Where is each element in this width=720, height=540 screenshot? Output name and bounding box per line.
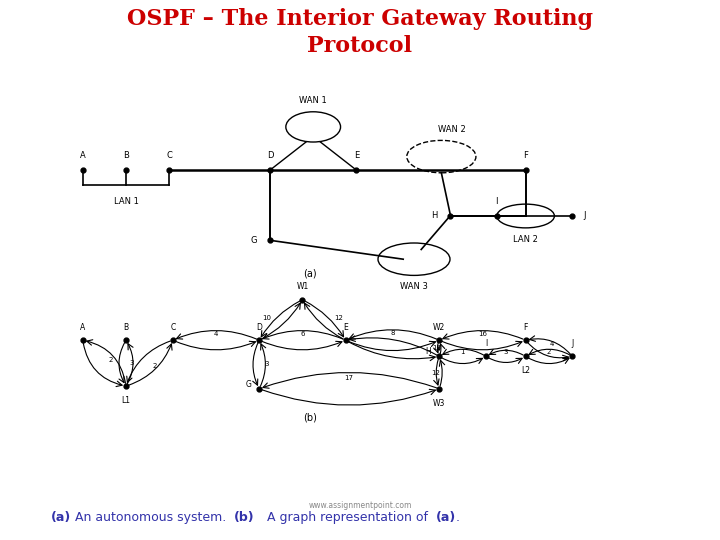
Text: (a): (a)	[436, 511, 456, 524]
Text: An autonomous system.: An autonomous system.	[71, 511, 234, 524]
Text: OSPF – The Interior Gateway Routing: OSPF – The Interior Gateway Routing	[127, 8, 593, 30]
Text: L2: L2	[521, 366, 530, 375]
Text: J: J	[571, 339, 574, 348]
Text: W2: W2	[433, 322, 446, 332]
Text: 3: 3	[503, 349, 508, 355]
Text: G: G	[251, 236, 257, 245]
Text: G: G	[246, 380, 251, 389]
Text: 1: 1	[460, 349, 465, 355]
Text: 4: 4	[214, 331, 218, 337]
Text: F: F	[523, 151, 528, 160]
Text: 8: 8	[390, 330, 395, 336]
Text: J: J	[583, 212, 585, 220]
Text: 6: 6	[300, 331, 305, 337]
Text: LAN 1: LAN 1	[114, 197, 138, 206]
Text: 3: 3	[130, 360, 134, 366]
Text: 17: 17	[345, 375, 354, 381]
Text: A: A	[80, 322, 86, 332]
Text: H: H	[426, 347, 431, 356]
Text: L1: L1	[122, 396, 130, 405]
Text: LAN 2: LAN 2	[513, 235, 538, 245]
Text: .: .	[456, 511, 460, 524]
Text: B: B	[123, 151, 129, 160]
Text: 2: 2	[109, 356, 113, 362]
Text: D: D	[266, 151, 274, 160]
Text: I: I	[495, 197, 498, 206]
Text: C: C	[166, 151, 172, 160]
Text: 4: 4	[550, 341, 554, 347]
Text: D: D	[256, 322, 262, 332]
Text: I: I	[485, 339, 487, 348]
Text: 12: 12	[431, 369, 440, 376]
Text: A: A	[80, 151, 86, 160]
Text: B: B	[123, 322, 129, 332]
Text: (b): (b)	[234, 511, 255, 524]
Text: E: E	[354, 151, 359, 160]
Text: F: F	[523, 322, 528, 332]
Text: W3: W3	[433, 399, 446, 408]
Text: WAN 1: WAN 1	[300, 96, 327, 105]
Text: WAN 2: WAN 2	[438, 125, 466, 134]
Text: WAN 3: WAN 3	[400, 282, 428, 291]
Text: 13: 13	[433, 345, 441, 352]
Text: 10: 10	[262, 315, 271, 321]
Text: E: E	[343, 322, 348, 332]
Text: 2: 2	[152, 363, 156, 369]
Text: (a): (a)	[50, 511, 71, 524]
Text: 12: 12	[334, 315, 343, 321]
Text: 2: 2	[546, 349, 552, 355]
Text: (b): (b)	[302, 413, 317, 423]
Text: C: C	[170, 322, 176, 332]
Text: 16: 16	[478, 331, 487, 337]
Text: www.assignmentpoint.com: www.assignmentpoint.com	[308, 501, 412, 510]
Text: A graph representation of: A graph representation of	[255, 511, 436, 524]
Text: Protocol: Protocol	[307, 35, 413, 57]
Text: H: H	[431, 212, 437, 220]
Text: (a): (a)	[303, 269, 316, 279]
Text: 3: 3	[264, 361, 269, 368]
Text: W1: W1	[296, 282, 309, 291]
